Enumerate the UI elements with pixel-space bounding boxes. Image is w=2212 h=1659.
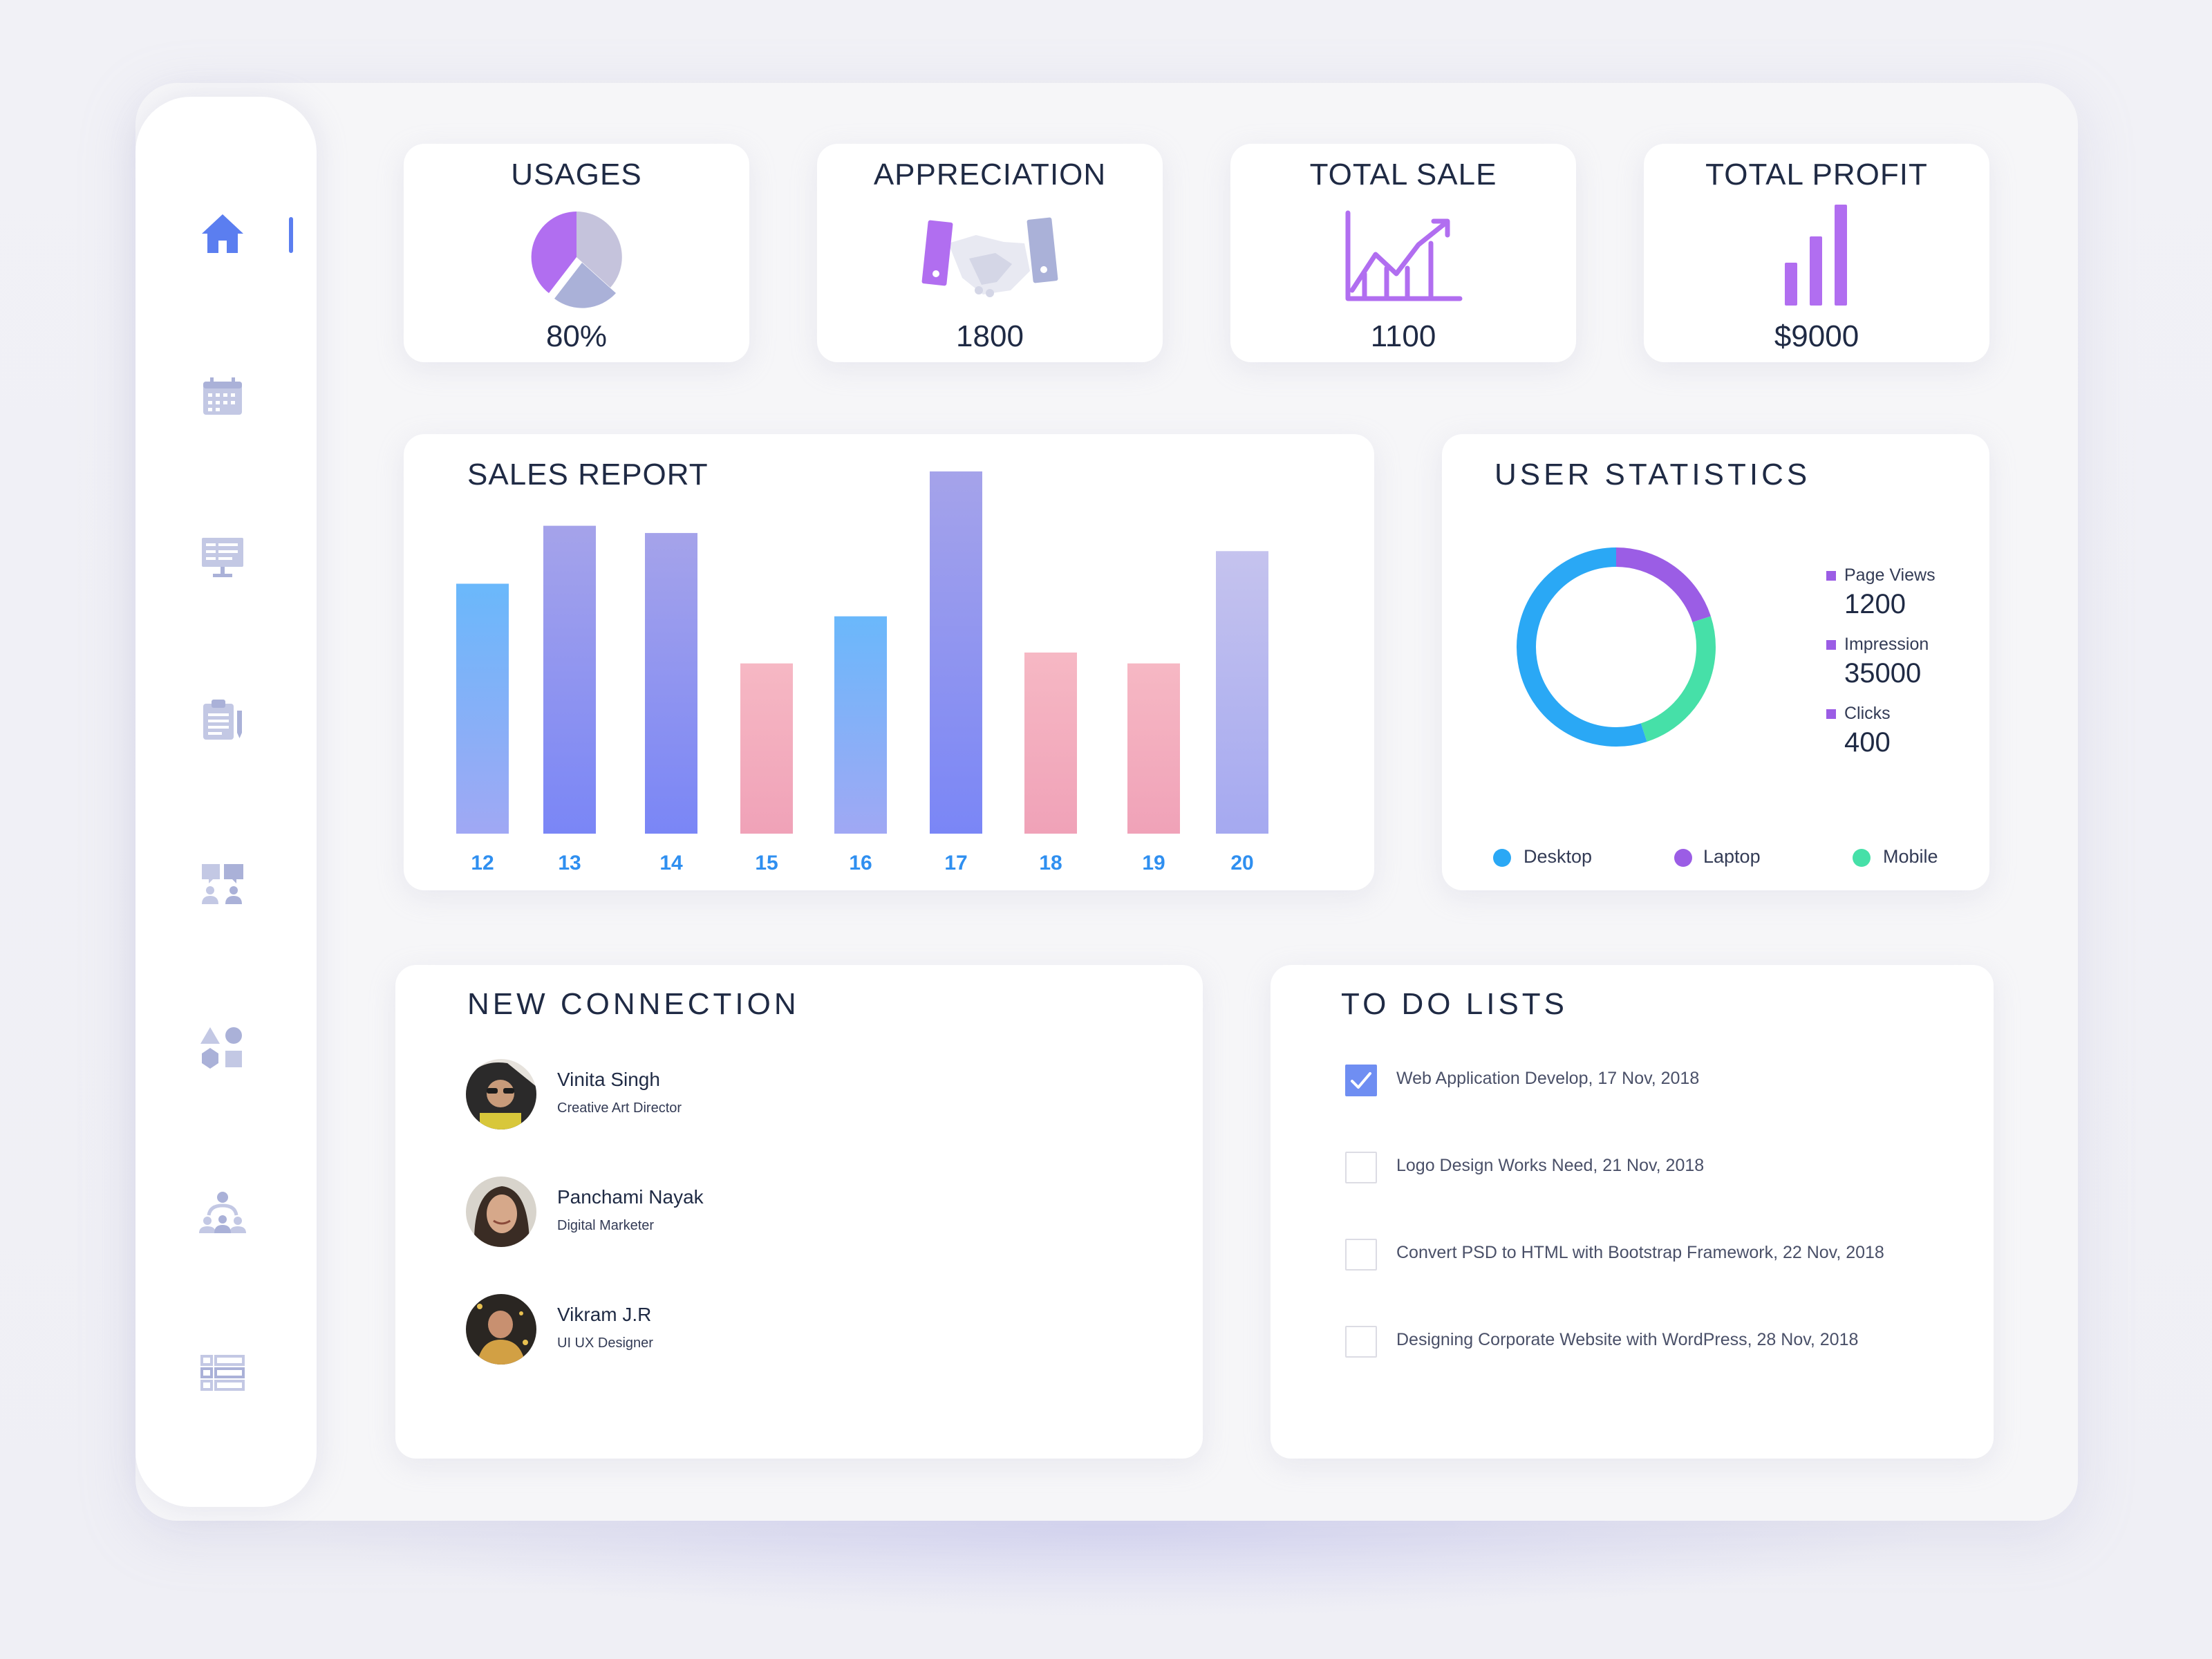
todo-item-text: Convert PSD to HTML with Bootstrap Frame… xyxy=(1396,1243,1884,1262)
nav-chat-users[interactable] xyxy=(194,856,252,914)
new-connection-title: NEW CONNECTION xyxy=(467,987,800,1021)
sales-report-card: SALES REPORT 12 13 14 15 16 17 18 19 20 xyxy=(404,434,1374,890)
user-statistics-card: USER STATISTICS Page Views 1200 Impressi… xyxy=(1442,434,1989,890)
nav-presentation[interactable] xyxy=(194,528,252,586)
todo-card: TO DO LISTS Web Application Develop, 17 … xyxy=(1271,965,1994,1459)
new-connection-card: NEW CONNECTION Vinita Singh Creative Art… xyxy=(395,965,1203,1459)
donut-slice-desktop[interactable] xyxy=(1517,547,1647,747)
todo-item-text: Web Application Develop, 17 Nov, 2018 xyxy=(1396,1069,1700,1088)
sales-bar-label: 19 xyxy=(1142,852,1165,874)
nav-list[interactable] xyxy=(194,1344,252,1402)
stat-card-usages[interactable]: USAGES 80% xyxy=(404,144,749,362)
sales-bar-label: 16 xyxy=(849,852,872,874)
legend-label-laptop: Laptop xyxy=(1703,846,1761,867)
sales-bar[interactable] xyxy=(1024,653,1077,834)
metric-value: 400 xyxy=(1844,727,1891,758)
stat-title: TOTAL SALE xyxy=(1309,158,1497,191)
person-name[interactable]: Vinita Singh xyxy=(557,1069,660,1090)
sales-bar[interactable] xyxy=(740,663,793,834)
list-icon xyxy=(200,1355,245,1391)
team-icon xyxy=(199,1192,246,1233)
metric-marker xyxy=(1826,571,1836,581)
bar-growth-icon xyxy=(1785,205,1847,306)
nav-team[interactable] xyxy=(194,1183,252,1241)
person-name[interactable]: Panchami Nayak xyxy=(557,1186,704,1208)
active-indicator xyxy=(289,217,293,253)
sales-bar-label: 15 xyxy=(755,852,778,874)
metric-value: 35000 xyxy=(1844,658,1922,688)
stat-card-appreciation[interactable]: APPRECIATION 1800 xyxy=(817,144,1163,362)
stat-value: 1100 xyxy=(1370,319,1436,353)
handshake-icon xyxy=(921,217,1058,297)
user-statistics-title: USER STATISTICS xyxy=(1494,458,1811,491)
metric-marker xyxy=(1826,640,1836,650)
home-icon xyxy=(202,214,243,253)
calendar-icon xyxy=(203,377,242,415)
legend-dot-laptop xyxy=(1674,849,1692,867)
sales-bar[interactable] xyxy=(1216,551,1268,834)
sales-bar-label: 12 xyxy=(471,852,494,874)
sales-bar[interactable] xyxy=(930,471,982,834)
chat-users-icon xyxy=(202,864,243,904)
stat-title: APPRECIATION xyxy=(873,158,1107,191)
sales-bar[interactable] xyxy=(456,583,509,834)
todo-item-text: Designing Corporate Website with WordPre… xyxy=(1396,1330,1859,1349)
sales-bar[interactable] xyxy=(543,525,596,834)
line-growth-icon xyxy=(1345,210,1463,301)
todo-title: TO DO LISTS xyxy=(1341,987,1568,1021)
sales-bar-label: 14 xyxy=(659,852,683,874)
check-icon xyxy=(1351,1072,1371,1089)
todo-checkbox[interactable] xyxy=(1345,1065,1377,1096)
stat-title: USAGES xyxy=(511,158,642,191)
person-role: Creative Art Director xyxy=(557,1100,682,1116)
clipboard-icon xyxy=(203,700,242,740)
sidebar xyxy=(135,97,317,1507)
sales-bar[interactable] xyxy=(1127,663,1180,834)
stat-card-total-profit[interactable]: TOTAL PROFIT $9000 xyxy=(1644,144,1989,362)
todo-checkbox[interactable] xyxy=(1345,1152,1377,1183)
metric-label: Clicks xyxy=(1844,704,1891,723)
donut-slice-laptop[interactable] xyxy=(1615,547,1711,623)
metric-label: Impression xyxy=(1844,635,1929,654)
sales-bar-label: 20 xyxy=(1230,852,1253,874)
sales-bar-label: 17 xyxy=(944,852,967,874)
pie-chart-icon xyxy=(531,212,622,308)
todo-checkbox[interactable] xyxy=(1345,1326,1377,1358)
nav-clipboard[interactable] xyxy=(194,691,252,749)
legend-dot-mobile xyxy=(1853,849,1871,867)
person-name[interactable]: Vikram J.R xyxy=(557,1304,652,1325)
sales-bar[interactable] xyxy=(645,533,697,834)
legend-label-mobile: Mobile xyxy=(1883,846,1938,867)
person-role: Digital Marketer xyxy=(557,1218,655,1233)
todo-item-text: Logo Design Works Need, 21 Nov, 2018 xyxy=(1396,1156,1705,1175)
avatar[interactable] xyxy=(466,1059,536,1130)
sales-bar-label: 13 xyxy=(558,852,581,874)
metric-marker xyxy=(1826,709,1836,719)
todo-checkbox[interactable] xyxy=(1345,1239,1377,1271)
avatar[interactable] xyxy=(466,1177,536,1247)
person-role: UI UX Designer xyxy=(557,1335,653,1351)
avatar[interactable] xyxy=(466,1294,536,1365)
metric-label: Page Views xyxy=(1844,565,1936,585)
stat-title: TOTAL PROFIT xyxy=(1705,158,1928,191)
stat-value: 1800 xyxy=(956,319,1024,353)
user-donut-chart xyxy=(1517,547,1716,747)
metric-value: 1200 xyxy=(1844,589,1906,619)
stat-value: 80% xyxy=(545,319,608,353)
nav-calendar[interactable] xyxy=(194,368,252,426)
legend-label-desktop: Desktop xyxy=(1524,846,1593,867)
sales-bar[interactable] xyxy=(834,616,887,834)
shapes-icon xyxy=(200,1027,242,1069)
donut-slice-mobile[interactable] xyxy=(1640,616,1716,742)
presentation-icon xyxy=(202,538,243,577)
stat-card-total-sale[interactable]: TOTAL SALE 1100 xyxy=(1230,144,1576,362)
stat-value: $9000 xyxy=(1774,319,1859,353)
sales-report-title: SALES REPORT xyxy=(467,458,709,491)
nav-shapes[interactable] xyxy=(194,1019,252,1077)
nav-home[interactable] xyxy=(194,205,252,263)
legend-dot-desktop xyxy=(1493,849,1511,867)
sales-bar-label: 18 xyxy=(1039,852,1062,874)
sales-bar-chart: 12 13 14 15 16 17 18 19 20 xyxy=(456,471,1268,874)
